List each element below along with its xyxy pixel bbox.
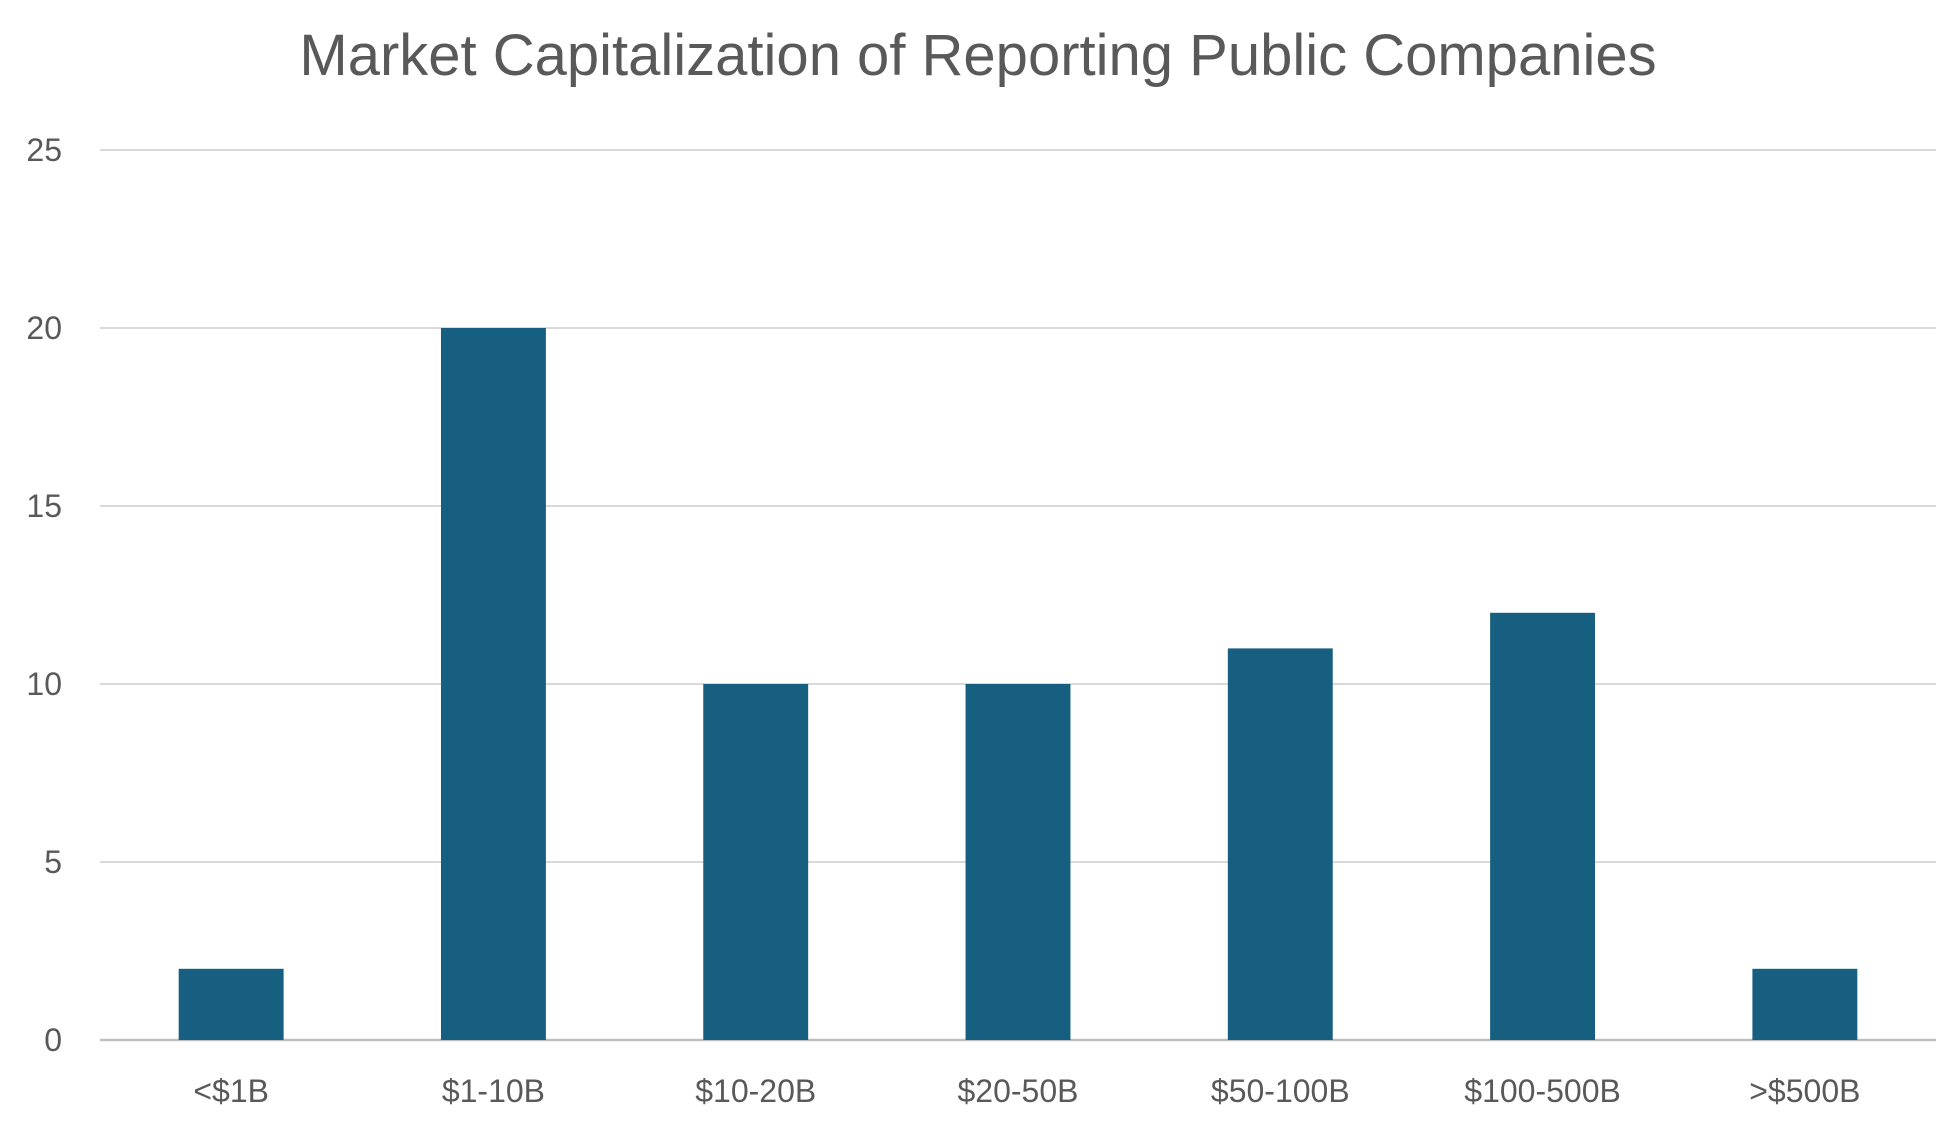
category-label: >$500B — [1749, 1073, 1860, 1109]
x-axis-categories: <$1B $1-10B $10-20B $20-50B $50-100B $100-500… — [193, 1073, 1860, 1109]
y-tick-label: 20 — [26, 310, 62, 346]
y-axis-ticks: 0 5 10 15 20 25 — [26, 132, 62, 1058]
y-tick-label: 15 — [26, 488, 62, 524]
y-tick-label: 0 — [44, 1022, 62, 1058]
y-tick-label: 5 — [44, 844, 62, 880]
y-tick-label: 25 — [26, 132, 62, 168]
bar — [1227, 648, 1333, 1040]
category-label: $20-50B — [958, 1073, 1079, 1109]
bar — [965, 684, 1071, 1040]
bar — [178, 968, 284, 1040]
y-tick-label: 10 — [26, 666, 62, 702]
category-label: $1-10B — [442, 1073, 545, 1109]
chart-title: Market Capitalization of Reporting Publi… — [299, 23, 1657, 88]
category-label: <$1B — [193, 1073, 269, 1109]
category-label: $10-20B — [695, 1073, 816, 1109]
bars — [178, 328, 1858, 1040]
category-label: $50-100B — [1211, 1073, 1350, 1109]
category-label: $100-500B — [1464, 1073, 1621, 1109]
bar — [1752, 968, 1858, 1040]
bar — [440, 328, 546, 1040]
bar — [703, 684, 809, 1040]
bar — [1490, 612, 1596, 1040]
